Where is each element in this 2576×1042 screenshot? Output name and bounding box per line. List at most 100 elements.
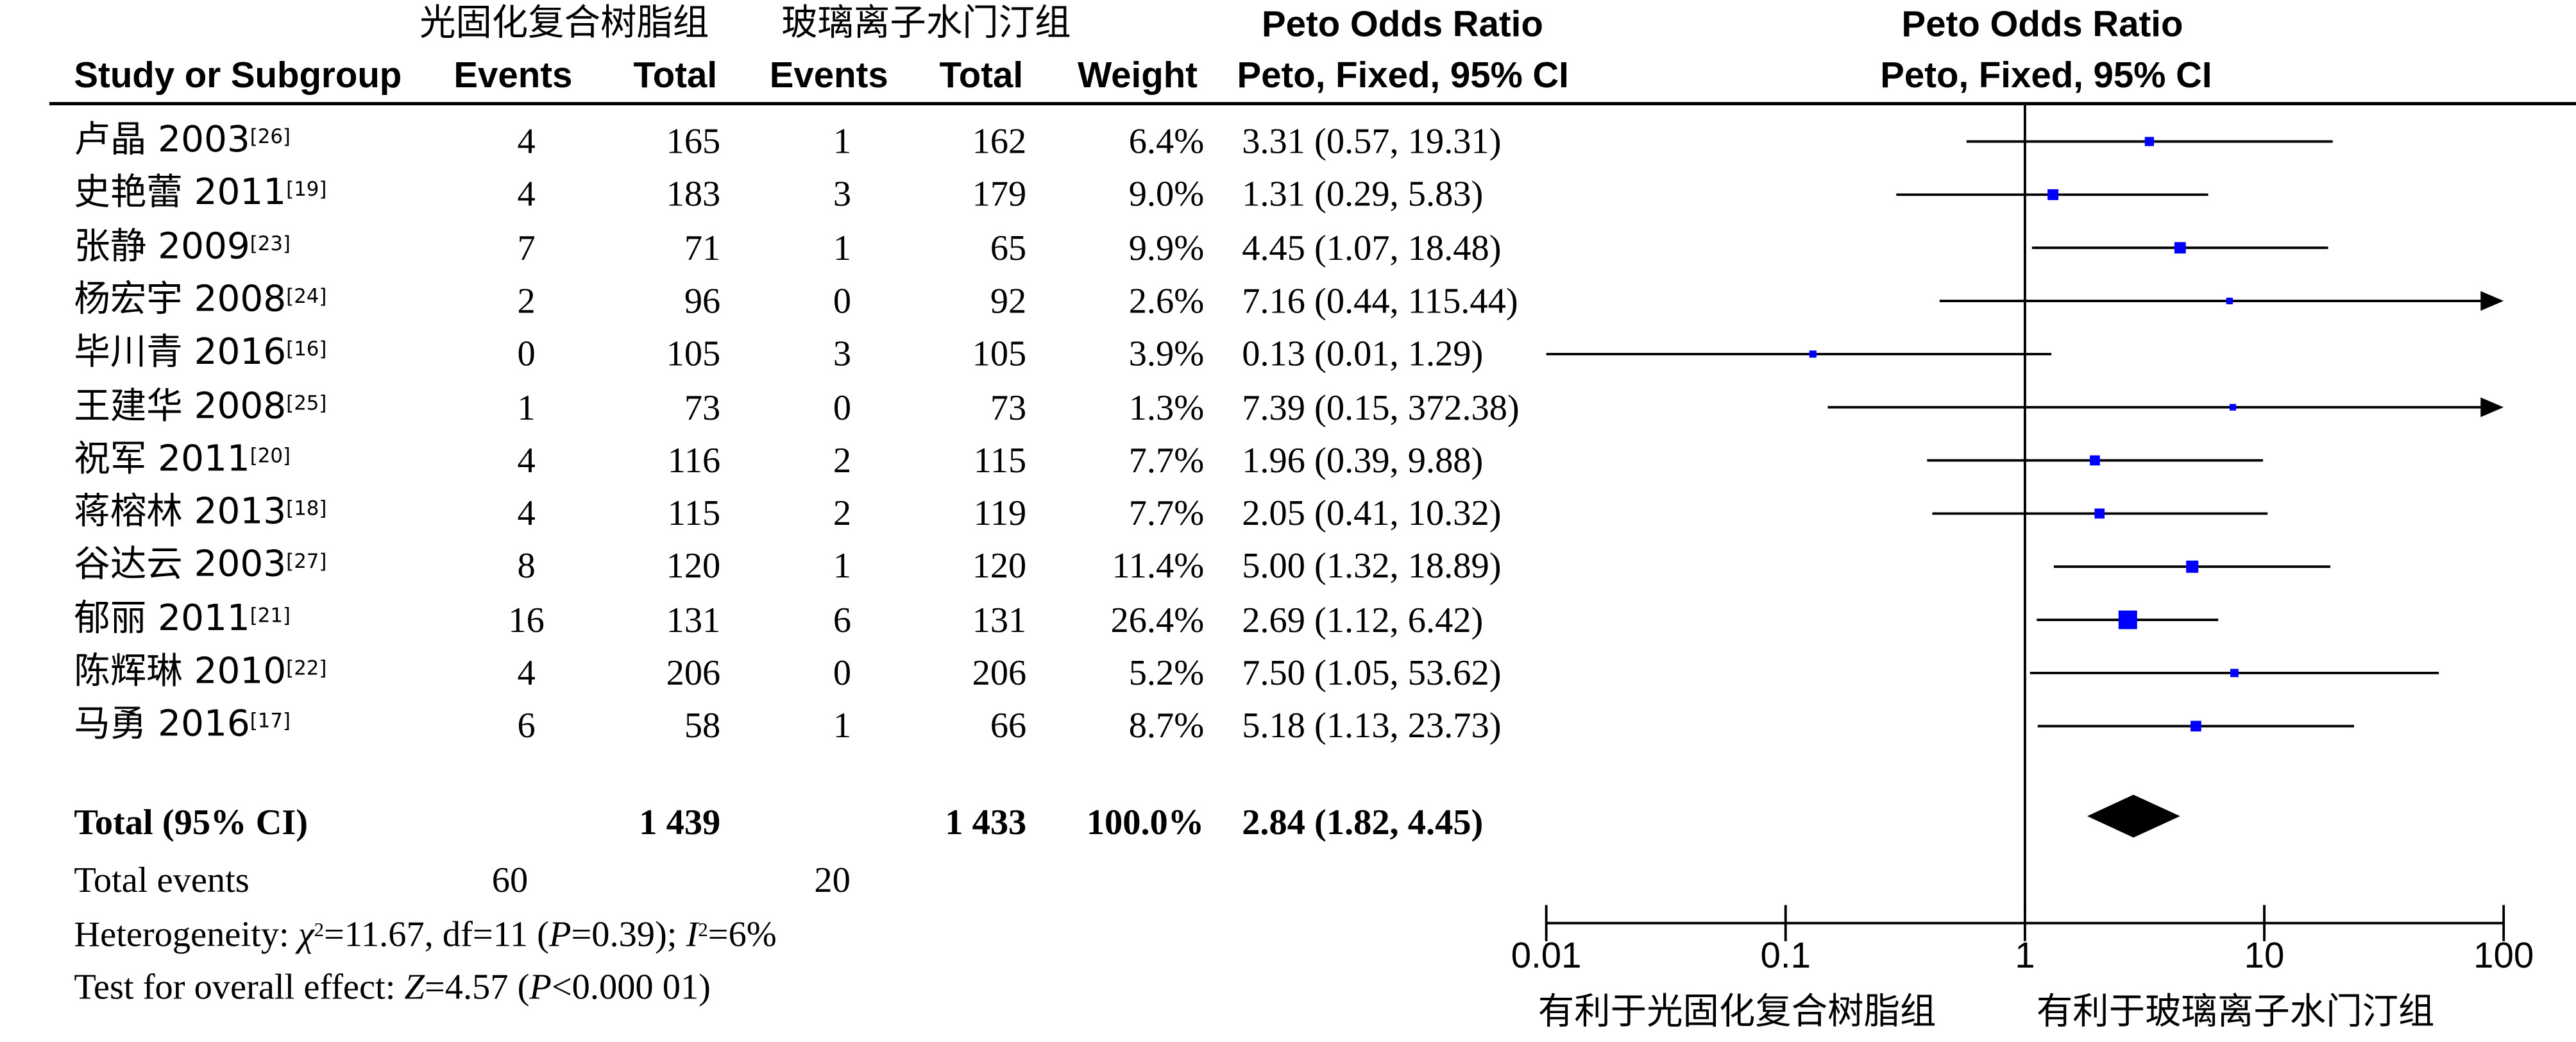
- study-name: 毕川青 2016[16]: [74, 333, 326, 376]
- col-events2: Events: [769, 54, 888, 96]
- ci-arrow: [2480, 397, 2504, 418]
- study-name-text: 史艳蕾 2011: [74, 173, 287, 215]
- weight-cell: 3.9%: [1128, 332, 1205, 374]
- total1-cell: 58: [684, 705, 721, 746]
- study-name: 史艳蕾 2011[19]: [74, 173, 326, 216]
- study-name-text: 杨宏宇 2008: [74, 279, 287, 321]
- total-weight: 100.0%: [1086, 801, 1205, 843]
- weight-cell: 9.9%: [1128, 226, 1205, 268]
- total-t1: 1 439: [639, 801, 721, 843]
- favours-right-label: 有利于玻璃离子水门汀组: [2036, 992, 2435, 1034]
- events2-cell: 2: [833, 492, 852, 534]
- study-marker: [2047, 189, 2059, 200]
- study-name: 马勇 2016[17]: [74, 705, 291, 747]
- events2-cell: 1: [833, 226, 852, 268]
- total1-cell: 105: [666, 332, 721, 374]
- total-t2: 1 433: [945, 801, 1027, 843]
- x-tick-label: 1: [2015, 934, 2035, 976]
- study-name-text: 毕川青 2016: [74, 332, 287, 374]
- events1-cell: 0: [517, 332, 536, 374]
- study-marker: [2118, 610, 2137, 629]
- study-name: 卢晶 2003[26]: [74, 120, 291, 163]
- ci-cell: 7.39 (0.15, 372.38): [1242, 386, 1520, 427]
- events1-cell: 7: [517, 226, 536, 268]
- total1-cell: 131: [666, 598, 721, 640]
- events1-cell: 4: [517, 492, 536, 534]
- events2-cell: 6: [833, 598, 852, 640]
- study-ref: [20]: [250, 443, 291, 467]
- header-rule: [49, 101, 2576, 106]
- study-name: 祝军 2011[20]: [74, 439, 291, 482]
- study-name: 陈辉琳 2010[22]: [74, 652, 326, 695]
- x-tick-label: 10: [2244, 934, 2285, 976]
- total2-cell: 206: [972, 651, 1027, 693]
- study-name: 谷达云 2003[27]: [74, 545, 326, 588]
- group1-header: 光固化复合树脂组: [419, 3, 709, 45]
- study-name-text: 马勇 2016: [74, 705, 250, 746]
- weight-cell: 5.2%: [1128, 651, 1205, 693]
- ci-cell: 3.31 (0.57, 19.31): [1242, 120, 1502, 162]
- total1-cell: 206: [666, 651, 721, 693]
- total2-cell: 105: [972, 332, 1027, 374]
- study-name-text: 蒋榕林 2013: [74, 492, 287, 534]
- study-ref: [22]: [286, 656, 327, 680]
- study-ref: [25]: [286, 391, 327, 414]
- ci-cell: 2.05 (0.41, 10.32): [1242, 492, 1502, 534]
- study-ref: [26]: [250, 124, 291, 148]
- study-name-text: 谷达云 2003: [74, 545, 287, 586]
- study-marker: [2144, 137, 2155, 146]
- study-marker: [2090, 455, 2100, 466]
- events1-cell: 1: [517, 386, 536, 427]
- weight-cell: 11.4%: [1112, 545, 1205, 586]
- study-name-text: 祝军 2011: [74, 439, 250, 481]
- x-tick-label: 0.01: [1511, 934, 1582, 976]
- x-tick-label: 100: [2473, 934, 2534, 976]
- study-ref: [23]: [250, 231, 291, 255]
- total1-cell: 96: [684, 279, 721, 321]
- total2-cell: 115: [973, 439, 1027, 481]
- ci-cell: 1.31 (0.29, 5.83): [1242, 173, 1484, 215]
- study-ref: [21]: [250, 603, 291, 627]
- events2-cell: 0: [833, 651, 852, 693]
- study-name: 张静 2009[23]: [74, 226, 291, 269]
- total2-cell: 92: [990, 279, 1027, 321]
- events1-cell: 4: [517, 439, 536, 481]
- events2-cell: 1: [833, 545, 852, 586]
- ci-cell: 4.45 (1.07, 18.48): [1242, 226, 1502, 268]
- study-marker: [2094, 508, 2105, 519]
- events1-cell: 4: [517, 120, 536, 162]
- weight-cell: 7.7%: [1128, 439, 1205, 481]
- ci-cell: 1.96 (0.39, 9.88): [1242, 439, 1484, 481]
- ci-cell: 7.50 (1.05, 53.62): [1242, 651, 1502, 693]
- study-ref: [19]: [286, 178, 327, 201]
- weight-cell: 8.7%: [1128, 705, 1205, 746]
- study-marker: [2186, 560, 2199, 573]
- col-events1: Events: [453, 54, 573, 96]
- study-name-text: 王建华 2008: [74, 386, 287, 427]
- study-marker: [2230, 669, 2239, 678]
- total2-cell: 119: [973, 492, 1027, 534]
- ci-cell: 7.16 (0.44, 115.44): [1242, 279, 1518, 321]
- total1-cell: 115: [667, 492, 721, 534]
- col-total2: Total: [939, 54, 1024, 96]
- total-events2: 20: [814, 858, 851, 900]
- study-name-text: 张静 2009: [74, 226, 250, 268]
- weight-cell: 1.3%: [1128, 386, 1205, 427]
- total1-cell: 165: [666, 120, 721, 162]
- total2-cell: 73: [990, 386, 1027, 427]
- total2-cell: 162: [972, 120, 1027, 162]
- total-events-label: Total events: [74, 858, 250, 900]
- ci-cell: 5.18 (1.13, 23.73): [1242, 705, 1502, 746]
- study-name-text: 郁丽 2011: [74, 598, 250, 640]
- total1-cell: 116: [667, 439, 721, 481]
- events1-cell: 16: [508, 598, 545, 640]
- study-ref: [18]: [286, 497, 327, 520]
- weight-cell: 26.4%: [1110, 598, 1205, 640]
- total2-cell: 179: [972, 173, 1027, 215]
- study-name: 蒋榕林 2013[18]: [74, 492, 326, 535]
- x-tick-label: 0.1: [1760, 934, 1811, 976]
- ci-cell: 0.13 (0.01, 1.29): [1242, 332, 1484, 374]
- study-name: 王建华 2008[25]: [74, 386, 326, 429]
